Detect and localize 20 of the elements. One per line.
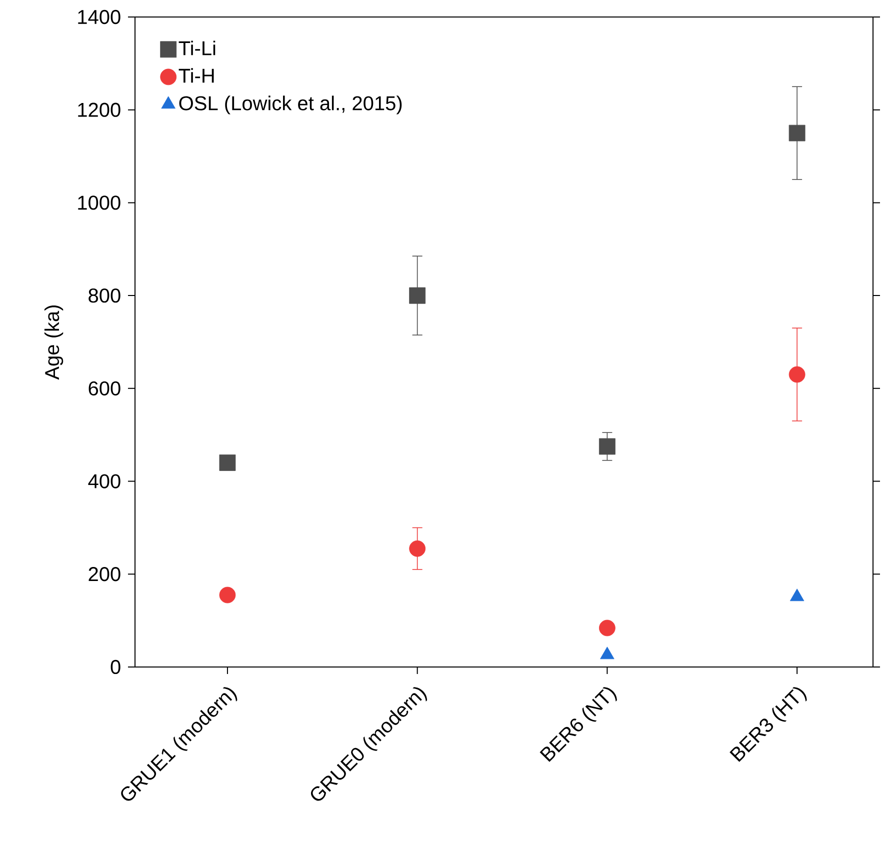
y-tick-label: 1400 bbox=[78, 10, 120, 24]
y-tick-label: 1000 bbox=[78, 196, 120, 210]
point bbox=[219, 586, 236, 604]
y-tick-label: 0 bbox=[110, 660, 120, 674]
y-tick-label: 200 bbox=[88, 567, 120, 582]
legend-label: OSL (Lowick et al., 2015) bbox=[179, 96, 402, 114]
y-axis-title: Age (ka) bbox=[44, 305, 64, 380]
point bbox=[598, 438, 616, 455]
legend-label: Ti-H bbox=[178, 68, 214, 83]
point bbox=[598, 620, 616, 636]
legend-label: Ti-Li bbox=[178, 40, 216, 56]
point bbox=[788, 124, 806, 142]
point bbox=[219, 454, 236, 471]
y-tick-label: 600 bbox=[88, 381, 120, 396]
point bbox=[409, 540, 426, 557]
y-tick-label: 800 bbox=[88, 288, 120, 303]
y-tick-label: 400 bbox=[88, 474, 120, 488]
point bbox=[409, 287, 426, 304]
y-tick-label: 1200 bbox=[78, 102, 120, 117]
point bbox=[788, 366, 806, 383]
